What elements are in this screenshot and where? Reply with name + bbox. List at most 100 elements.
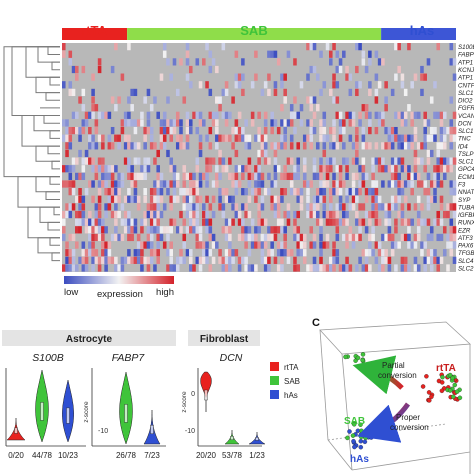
heatmap-cell <box>127 249 131 257</box>
heatmap-cell <box>407 165 411 173</box>
heatmap-cell <box>420 88 424 97</box>
heatmap-cell <box>329 88 333 97</box>
heatmap-cell <box>361 157 366 165</box>
heatmap-cell <box>377 111 382 119</box>
heatmap-cell <box>140 165 144 173</box>
heatmap-cell <box>283 233 287 242</box>
y-tick-zero: 0 <box>191 391 195 398</box>
heatmap-cell <box>182 172 187 180</box>
heatmap-cell <box>231 195 235 203</box>
heatmap-cell <box>143 218 147 226</box>
heatmap-cell <box>342 203 346 211</box>
heatmap-cell <box>403 256 408 264</box>
heatmap-cell <box>306 180 310 188</box>
heatmap-cell <box>159 226 164 234</box>
heatmap-cell <box>127 157 131 165</box>
heatmap-cell <box>299 249 304 257</box>
heatmap-cell <box>110 233 115 242</box>
heatmap-cell <box>140 241 144 249</box>
heatmap-cell <box>244 119 248 127</box>
heatmap-cell <box>355 218 359 226</box>
heatmap-cell <box>449 119 454 127</box>
heatmap-cell <box>394 111 398 119</box>
heatmap-cell <box>446 165 450 173</box>
heatmap-cell <box>338 218 343 226</box>
heatmap-cell <box>426 58 431 66</box>
heatmap-cell <box>368 241 372 249</box>
heatmap-cell <box>452 157 457 165</box>
heatmap-cell <box>312 43 317 51</box>
heatmap-cell <box>162 126 167 135</box>
heatmap-cell <box>319 134 323 142</box>
heatmap-cell <box>332 157 336 165</box>
heatmap-cell <box>231 180 235 188</box>
heatmap-cell <box>211 256 216 264</box>
heatmap-cell <box>342 50 346 58</box>
heatmap-cell <box>286 256 291 264</box>
heatmap-cell <box>159 73 164 81</box>
heatmap-cell <box>397 142 401 150</box>
heatmap-cell <box>169 119 174 127</box>
heatmap-cell <box>88 249 92 257</box>
heatmap-cell <box>407 134 411 142</box>
group-bar <box>62 28 456 40</box>
heatmap-cell <box>413 157 418 165</box>
gene-label: SLC4 <box>458 258 474 265</box>
heatmap-cell <box>65 203 69 211</box>
heatmap-cell <box>130 88 134 97</box>
heatmap-cell <box>280 134 284 142</box>
heatmap-cell <box>179 58 183 66</box>
heatmap-cell <box>342 142 346 150</box>
dendrogram-branch <box>51 61 60 71</box>
heatmap-cell <box>358 256 362 264</box>
heatmap-cell <box>153 203 157 211</box>
heatmap-cell <box>315 188 320 196</box>
heatmap-cell <box>449 96 454 104</box>
heatmap-cell <box>309 96 314 104</box>
heatmap-cell <box>188 203 193 211</box>
heatmap-cell <box>140 172 144 180</box>
heatmap-cell <box>166 264 170 272</box>
heatmap-cell <box>153 249 157 257</box>
heatmap-cell <box>400 134 405 142</box>
heatmap-cell <box>127 111 131 119</box>
heatmap-cell <box>377 203 382 211</box>
heatmap-cell <box>234 249 239 257</box>
heatmap-cell <box>283 126 287 135</box>
fibroblast-header-label: Fibroblast <box>200 334 249 345</box>
heatmap-cell <box>263 157 268 165</box>
heatmap-cell <box>188 180 193 188</box>
heatmap-cell <box>71 203 76 211</box>
heatmap-cell <box>91 226 95 234</box>
heatmap-cell <box>221 157 226 165</box>
heatmap-cell <box>351 111 356 119</box>
heatmap-cell <box>71 157 76 165</box>
heatmap-cell <box>400 218 405 226</box>
heatmap-cell <box>293 218 297 226</box>
heatmap-cell <box>110 142 115 150</box>
heatmap-cell <box>104 203 108 211</box>
heatmap-cell <box>322 149 327 158</box>
heatmap-cell <box>442 111 447 119</box>
heatmap-cell <box>426 218 431 226</box>
heatmap-cell <box>133 226 138 234</box>
heatmap-cell <box>306 96 310 104</box>
heatmap-cell <box>358 226 362 234</box>
heatmap-cell <box>250 111 255 119</box>
heatmap-cell <box>169 249 174 257</box>
heatmap-cell <box>426 249 431 257</box>
scatter-point <box>447 372 453 378</box>
heatmap-cell <box>403 119 408 127</box>
heatmap-cell <box>319 172 323 180</box>
heatmap-cell <box>358 43 362 51</box>
heatmap-cell <box>91 180 95 188</box>
heatmap-cell <box>342 157 346 165</box>
heatmap-cell <box>335 142 340 150</box>
heatmap-cell <box>302 157 307 165</box>
heatmap-cell <box>71 264 76 272</box>
heatmap-cell <box>322 195 327 203</box>
heatmap-cell <box>315 210 320 219</box>
heatmap-cell <box>429 96 434 104</box>
heatmap-cell <box>198 241 203 249</box>
heatmap-cell <box>81 104 86 112</box>
